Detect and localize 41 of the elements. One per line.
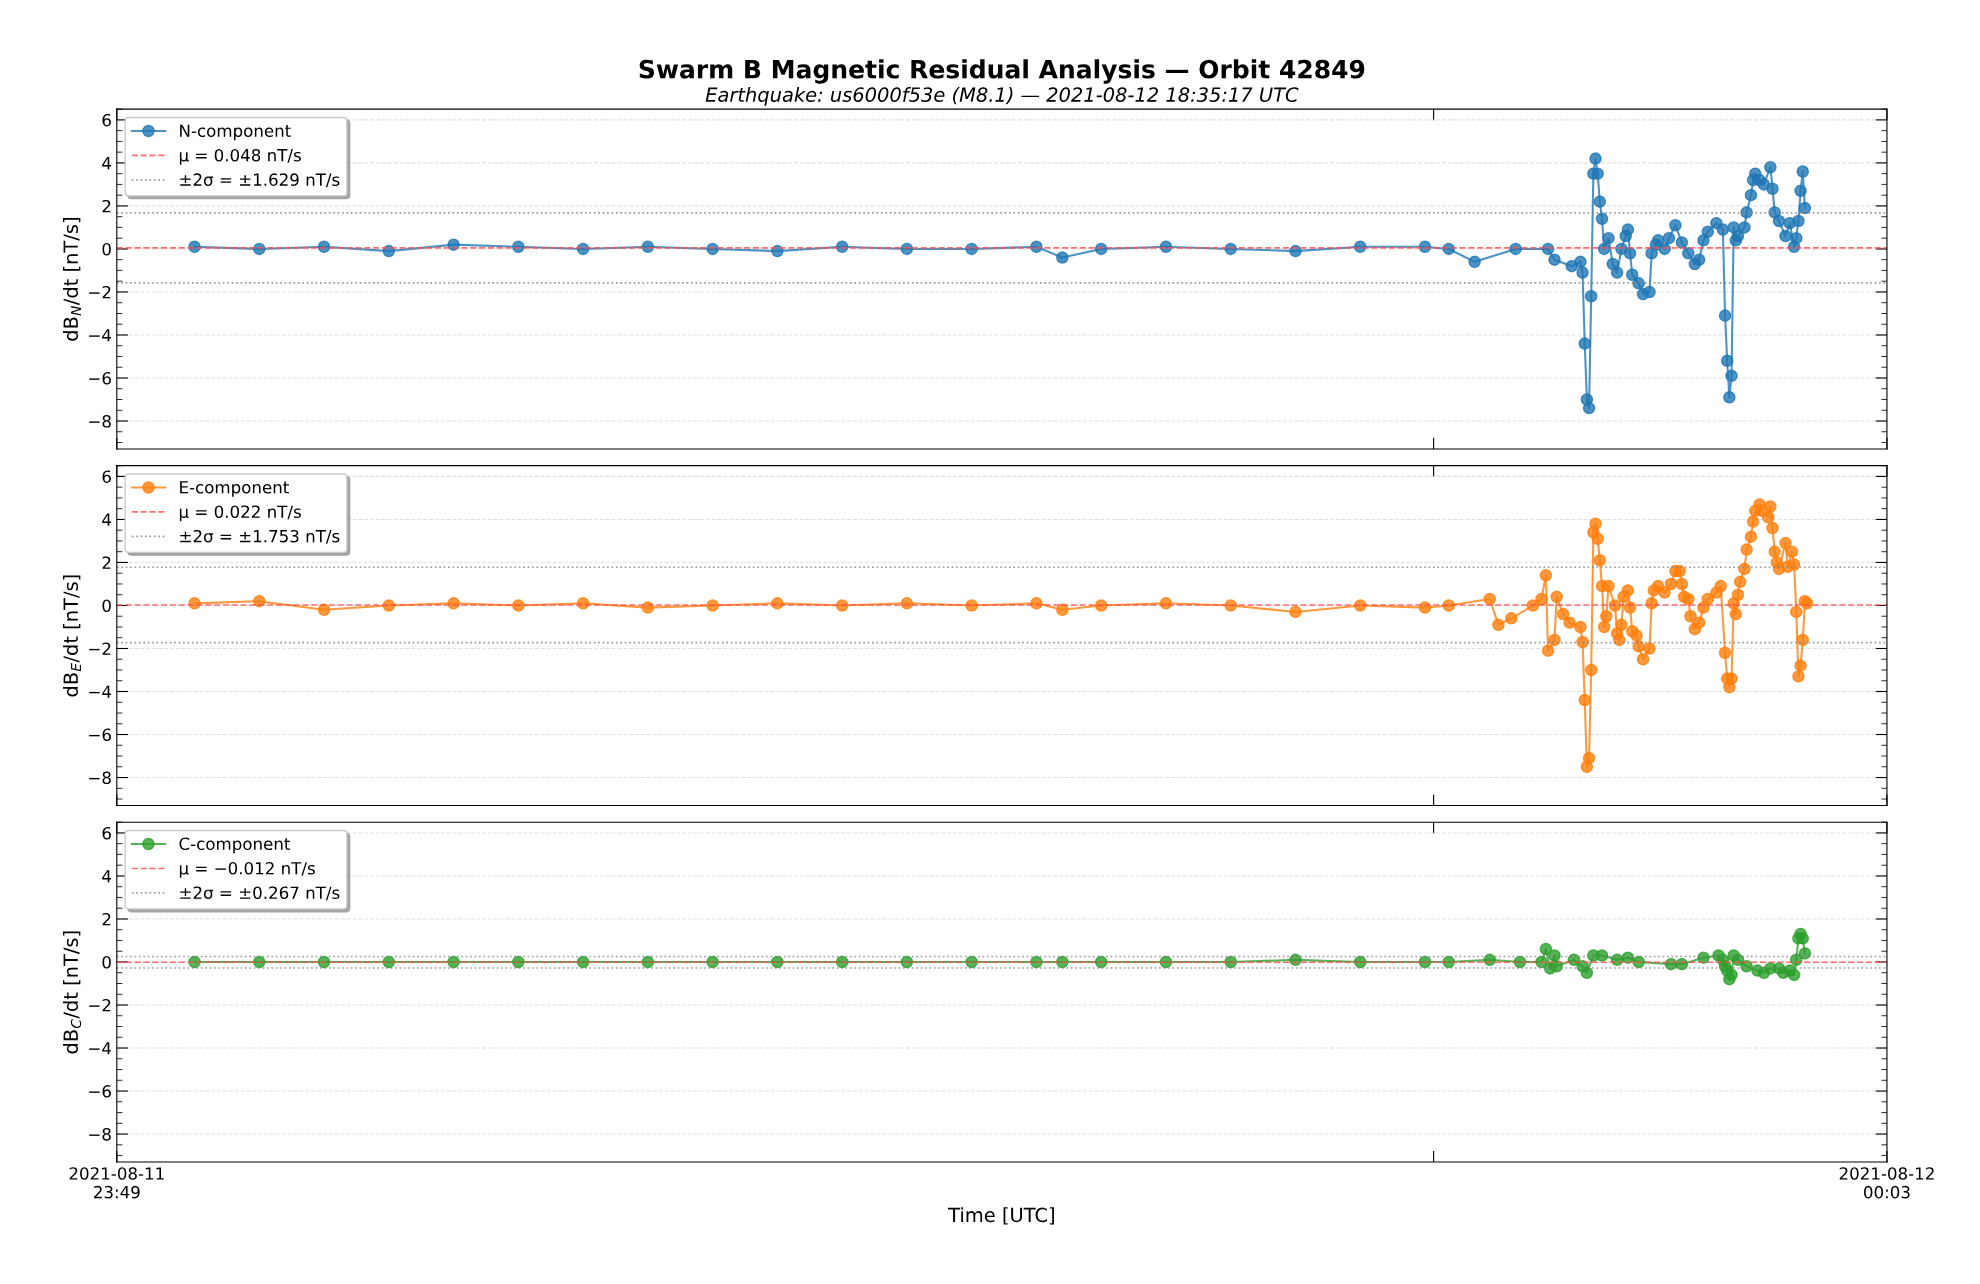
- y-tick-label: 2: [102, 556, 111, 569]
- x-axis-title: Time [UTC]: [948, 1207, 1054, 1225]
- y-tick-label: 4: [102, 513, 112, 526]
- y-tick-label: 4: [102, 870, 112, 883]
- y-tick-label: −4: [89, 1042, 112, 1055]
- y-axis-title: dB$_{C}$/dt [nT/s]: [63, 931, 82, 1054]
- legend-label: N-component: [180, 124, 291, 141]
- y-tick-label: −6: [89, 371, 111, 385]
- y-tick-label: 2: [102, 199, 111, 213]
- legend-label: μ = −0.012 nT/s: [179, 861, 315, 878]
- legend-label: ±2σ = ±1.753 nT/s: [180, 529, 340, 544]
- y-tick-label: 6: [102, 470, 111, 483]
- y-tick-label: 0: [102, 955, 111, 969]
- y-tick-label: −4: [89, 685, 112, 698]
- y-tick-label: 6: [102, 826, 111, 840]
- x-tick-label: 2021-08-11 23:49: [69, 1167, 164, 1199]
- y-tick-label: −2: [89, 998, 111, 1012]
- y-tick-label: −4: [89, 329, 112, 342]
- y-tick-label: 0: [102, 599, 111, 613]
- y-tick-label: −8: [89, 414, 111, 428]
- chart-title: Swarm B Magnetic Residual Analysis — Orbit 42849: [639, 59, 1365, 84]
- legend-label: μ = 0.048 nT/s: [179, 148, 301, 165]
- y-tick-label: −6: [89, 728, 111, 742]
- legend-label: E-component: [180, 481, 289, 497]
- y-tick-label: 6: [102, 113, 111, 127]
- y-tick-label: 2: [102, 912, 111, 926]
- x-tick-label: 2021-08-12 00:03: [1839, 1167, 1934, 1199]
- legend-label: C-component: [179, 837, 291, 854]
- y-tick-label: 0: [102, 242, 111, 256]
- y-tick-label: −8: [89, 1128, 111, 1141]
- y-tick-label: −6: [89, 1085, 111, 1098]
- legend-label: ±2σ = ±1.629 nT/s: [180, 173, 340, 188]
- y-axis-title: dB$_{N}$/dt [nT/s]: [63, 218, 81, 341]
- y-tick-label: 4: [102, 157, 112, 170]
- y-tick-label: −2: [89, 642, 111, 655]
- y-axis-title: dB$_{E}$/dt [nT/s]: [63, 575, 81, 697]
- chart-subtitle: Earthquake: us6000f53e (M8.1) — 2021-08-12 18:35:17 UTC: [705, 86, 1299, 106]
- legend-label: μ = 0.022 nT/s: [179, 505, 301, 522]
- legend-label: ±2σ = ±0.267 nT/s: [180, 886, 340, 901]
- y-tick-label: −8: [89, 771, 111, 785]
- y-tick-label: −2: [89, 285, 111, 299]
